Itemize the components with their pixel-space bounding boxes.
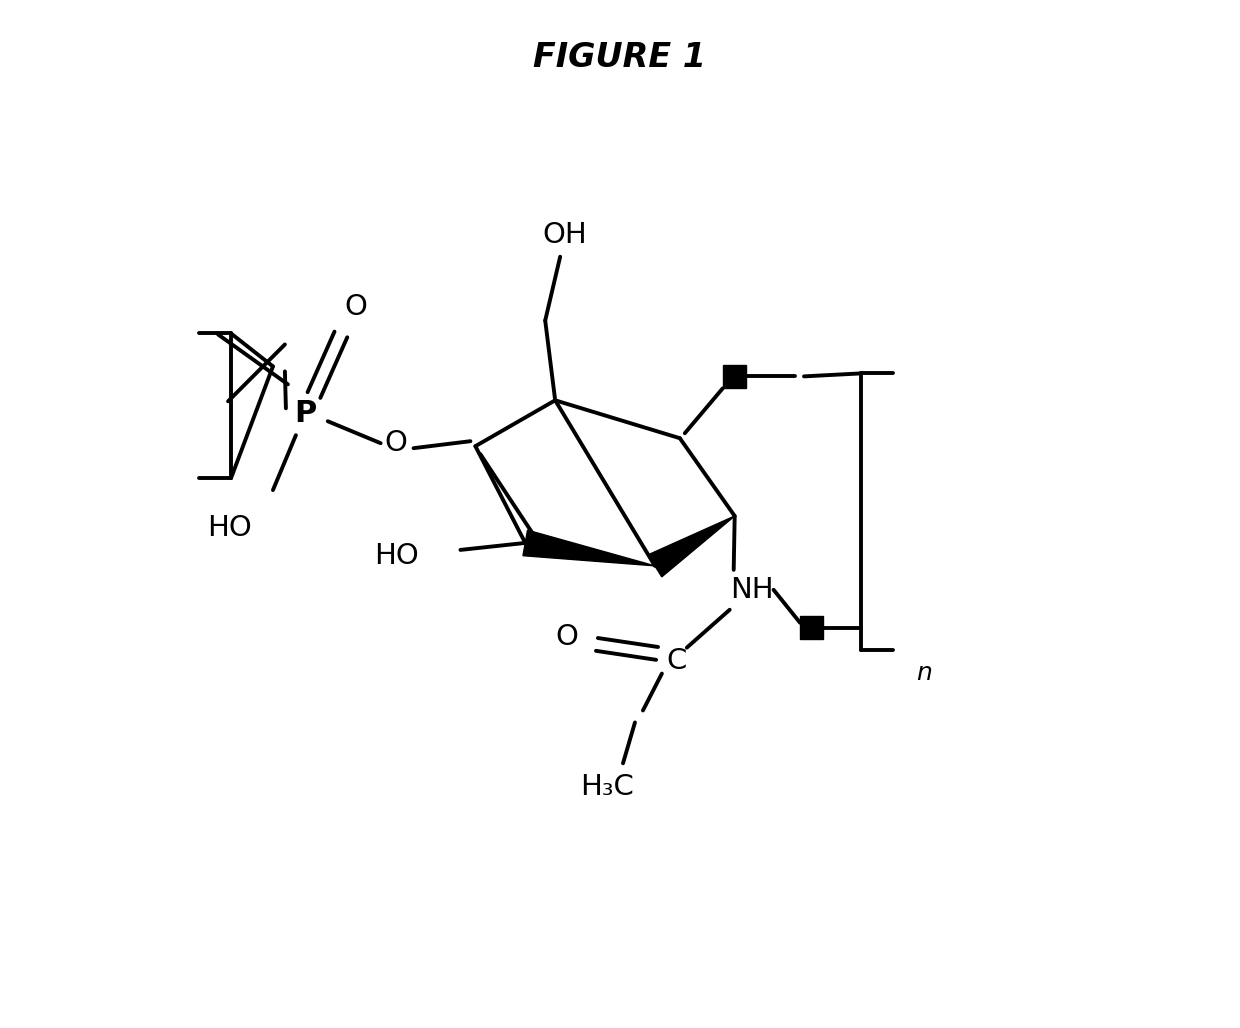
Text: O: O xyxy=(384,430,407,457)
Text: FIGURE 1: FIGURE 1 xyxy=(533,41,707,74)
Text: C: C xyxy=(667,647,687,674)
Text: HO: HO xyxy=(207,514,252,542)
Text: H₃C: H₃C xyxy=(580,773,634,801)
Text: O: O xyxy=(556,623,579,651)
Text: OH: OH xyxy=(543,221,588,249)
Polygon shape xyxy=(649,516,734,577)
Text: O: O xyxy=(345,293,367,321)
Text: P: P xyxy=(295,399,317,428)
Text: HO: HO xyxy=(373,542,419,570)
Bar xyxy=(800,616,823,639)
Text: n: n xyxy=(916,661,932,685)
Text: NH: NH xyxy=(730,576,774,603)
Bar xyxy=(723,365,746,388)
Polygon shape xyxy=(523,530,655,565)
